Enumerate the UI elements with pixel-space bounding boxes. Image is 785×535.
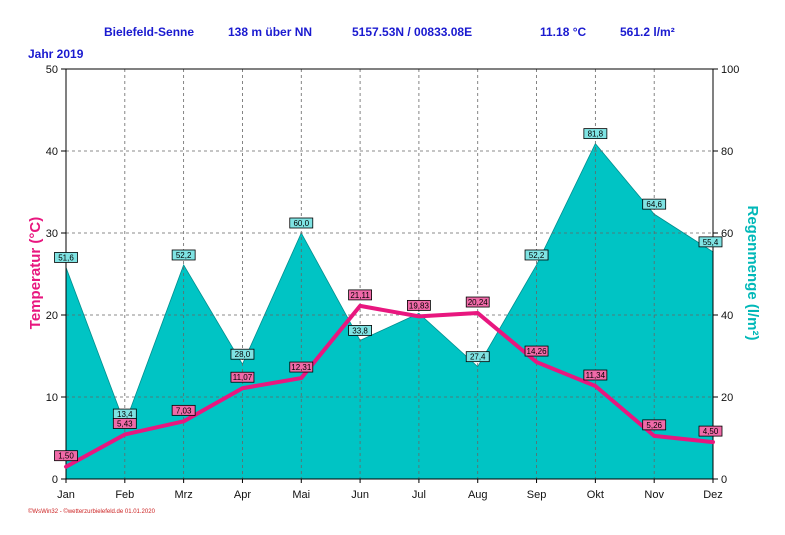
plot-frame [65,68,714,480]
header-precip-total: 561.2 l/m² [620,25,675,39]
precipitation-label-box [230,348,255,360]
x-tick-label: Feb [115,489,134,501]
precipitation-label-box [54,252,78,263]
precipitation-label-box [348,325,372,336]
temperature-label-box [465,296,490,308]
precipitation-label-box [524,249,549,261]
temperature-label: 1,50 [58,452,74,461]
y-tick-right: 60 [721,228,733,240]
precipitation-label-box [642,198,667,210]
temperature-label: 5,43 [117,419,133,428]
temperature-label-box [54,450,78,462]
temperature-label-box [407,299,431,311]
y-axis-left-label: Temperatur (°C) [27,217,44,329]
y-axis-right-label: Regenmenge (l/m²) [744,205,761,340]
precipitation-label: 13,4 [117,410,133,419]
temperature-label: 20,24 [468,298,489,307]
temperature-label-box [348,289,372,301]
precipitation-label-box [583,128,608,140]
temperature-label: 11,07 [233,373,253,382]
temperature-label: 19,83 [409,301,430,310]
precipitation-label: 52,2 [529,251,545,260]
y-tick-right: 40 [721,310,733,322]
temperature-label-box [698,425,723,437]
temperature-label-box [171,404,196,416]
x-tick-label: Mai [292,489,310,501]
y-tick-left: 10 [46,392,58,404]
temperature-label: 11,34 [586,371,606,380]
header-coords: 5157.53N / 00833.08E [352,25,472,39]
temperature-label: 5,26 [646,421,662,430]
precipitation-label: 81,8 [588,130,604,139]
x-tick-label: Dez [703,489,723,501]
temperature-label-box [642,419,667,431]
header-station: Bielefeld-Senne [104,25,194,39]
y-tick-left: 0 [52,474,58,486]
header-avg-temp: 11.18 °C [540,25,587,39]
temperature-label-box [112,418,137,429]
precipitation-label: 52,2 [176,251,192,260]
y-tick-right: 0 [721,474,727,486]
precipitation-label: 55,4 [703,238,719,247]
x-tick-label: Mrz [174,489,192,501]
x-tick-label: Apr [234,489,251,501]
temperature-label: 7,03 [176,406,192,415]
x-tick-label: Aug [468,489,488,501]
precipitation-label-box [289,217,314,229]
precipitation-label: 51,6 [58,253,74,262]
footer-credit: ©WsWin32 - ©wetterzurbielefeld.de 01.01.… [28,508,156,515]
precipitation-label: 28,0 [235,350,251,359]
precipitation-label-box [698,236,723,248]
temperature-line [64,303,715,469]
x-tick-label: Jun [351,489,369,501]
y-tick-right: 80 [721,146,733,158]
precipitation-label: 27,4 [470,353,486,362]
temperature-label-box [524,345,549,357]
precipitation-label: 33,8 [352,326,368,335]
header-altitude: 138 m über NN [228,25,312,39]
precipitation-label-box [465,351,490,363]
x-tick-label: Nov [644,489,664,501]
temperature-label: 21,11 [350,291,370,300]
precipitation-label: 60,0 [293,219,309,228]
precipitation-label-box [171,249,196,261]
temperature-label-box [583,369,608,381]
year-label: Jahr 2019 [28,47,84,61]
x-tick-label: Sep [527,489,547,501]
y-tick-right: 20 [721,392,733,404]
temperature-label: 14,26 [527,347,548,356]
x-tick-label: Jan [57,489,75,501]
y-tick-left: 30 [46,228,58,240]
temperature-label: 12,31 [291,363,312,372]
y-tick-right: 100 [721,64,739,76]
x-tick-label: Jul [412,489,426,501]
y-tick-left: 20 [46,310,58,322]
temperature-label-box [289,361,314,373]
precipitation-label: 64,6 [646,200,662,209]
temperature-label-box [230,371,255,383]
y-tick-left: 40 [46,146,58,158]
temperature-label: 4,50 [703,427,719,436]
y-tick-left: 50 [46,64,58,76]
x-tick-label: Okt [587,489,604,501]
